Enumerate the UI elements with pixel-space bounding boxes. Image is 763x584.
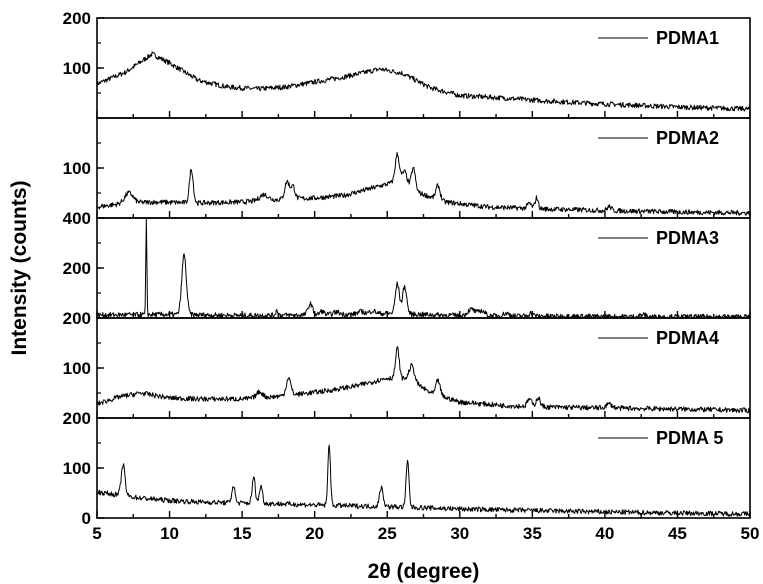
x-tick-label: 45	[668, 524, 687, 543]
panel-frame-2	[96, 117, 751, 219]
legend-label: PDMA 5	[656, 428, 723, 448]
y-tick-label: 100	[63, 59, 91, 78]
x-tick-label: 5	[92, 524, 101, 543]
y-tick-label: 0	[82, 509, 91, 528]
y-axis-title: Intensity (counts)	[8, 180, 31, 355]
x-axis-title: 2θ (degree)	[368, 560, 480, 583]
legend-label: PDMA4	[656, 328, 719, 348]
x-tick-label: 35	[523, 524, 542, 543]
series-trace-4	[96, 346, 751, 414]
x-tick-label: 10	[160, 524, 179, 543]
y-tick-label: 200	[63, 9, 91, 28]
series-trace-2	[96, 151, 751, 216]
panel-frame-4	[96, 317, 751, 419]
series-trace-1	[96, 51, 751, 112]
x-tick-label: 50	[741, 524, 760, 543]
x-tick-label: 25	[378, 524, 397, 543]
y-tick-label: 100	[63, 159, 91, 178]
legend-label: PDMA3	[656, 228, 719, 248]
y-tick-label: 100	[63, 459, 91, 478]
y-tick-label: 200	[63, 409, 91, 428]
y-tick-label: 100	[63, 359, 91, 378]
x-tick-label: 20	[305, 524, 324, 543]
series-trace-3	[96, 217, 751, 319]
y-tick-label: 200	[63, 309, 91, 328]
panel-frame-3	[96, 217, 751, 319]
y-tick-label: 400	[63, 209, 91, 228]
y-tick-label: 200	[63, 259, 91, 278]
x-tick-label: 15	[233, 524, 252, 543]
legend-label: PDMA1	[656, 28, 719, 48]
x-tick-label: 30	[450, 524, 469, 543]
panel-frame-1	[96, 17, 751, 119]
series-trace-5	[96, 444, 751, 517]
legend-label: PDMA2	[656, 128, 719, 148]
x-tick-label: 40	[595, 524, 614, 543]
